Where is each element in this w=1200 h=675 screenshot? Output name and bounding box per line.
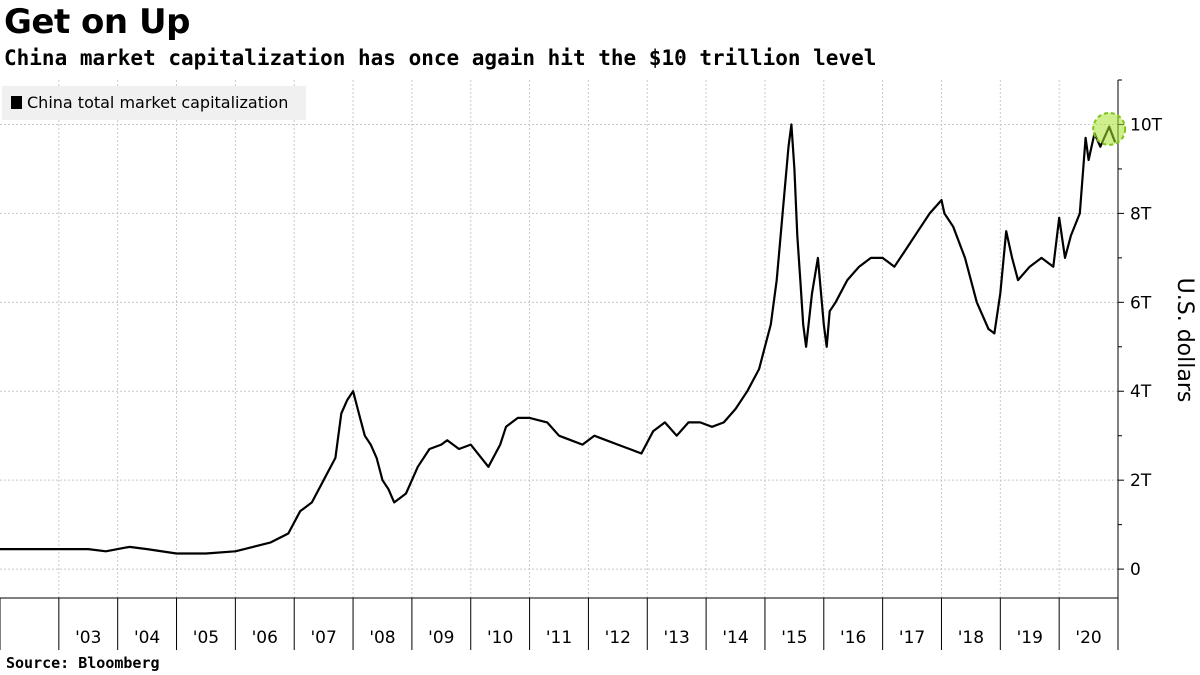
- x-tick-label: '07: [310, 628, 336, 648]
- x-tick-label: '14: [722, 628, 748, 648]
- x-tick-label: '08: [369, 628, 395, 648]
- y-tick-label: 4T: [1130, 382, 1152, 402]
- gridlines: [0, 80, 1119, 598]
- axes: 0 2T 4T 6T 8T 10T '03 '04 '05 '06 '07 '08 '09 '10 '11 '…: [0, 79, 1163, 650]
- chart-title: Get on Up: [4, 2, 190, 42]
- x-tick-label: '12: [605, 628, 631, 648]
- x-tick-label: '10: [487, 628, 513, 648]
- x-tick-label: '20: [1075, 628, 1101, 648]
- y-tick-label: 8T: [1130, 204, 1152, 224]
- source-note: Source: Bloomberg: [6, 654, 160, 672]
- legend: China total market capitalization: [2, 86, 306, 120]
- x-tick-label: '06: [252, 628, 278, 648]
- legend-background: [2, 86, 306, 120]
- x-tick-label: '13: [664, 628, 690, 648]
- y-tick-label: 10T: [1130, 115, 1163, 135]
- x-tick-label: '05: [193, 628, 219, 648]
- legend-label: China total market capitalization: [27, 93, 288, 112]
- x-tick-label: '19: [1017, 628, 1043, 648]
- x-tick-label: '04: [134, 628, 160, 648]
- y-tick-label: 6T: [1130, 293, 1152, 313]
- series-line-china-market-cap: [0, 123, 1117, 555]
- highlight-circle: [1092, 111, 1127, 146]
- chart-subtitle: China market capitalization has once aga…: [4, 46, 877, 70]
- x-tick-label: '15: [781, 628, 807, 648]
- x-tick-label: '03: [75, 628, 101, 648]
- series-layer: [0, 123, 1117, 555]
- highlight-layer: [1092, 111, 1127, 146]
- y-axis-label: U.S. dollars: [1172, 278, 1197, 403]
- legend-swatch: [11, 96, 22, 109]
- x-tick-label: '09: [428, 628, 454, 648]
- x-tick-label: '18: [958, 628, 984, 648]
- x-tick-label: '11: [546, 628, 572, 648]
- x-tick-label: '16: [840, 628, 866, 648]
- y-tick-label: 2T: [1130, 471, 1152, 491]
- y-tick-label: 0: [1130, 560, 1141, 580]
- x-tick-label: '17: [899, 628, 925, 648]
